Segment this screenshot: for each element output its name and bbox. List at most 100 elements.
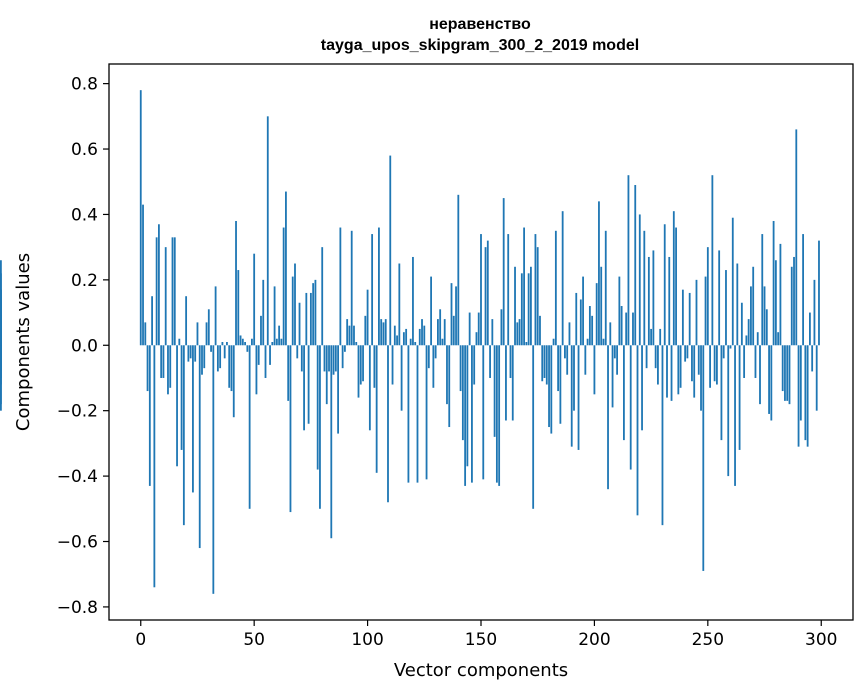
bar-40 (230, 345, 233, 392)
bar-62 (280, 338, 283, 346)
bar-35 (219, 345, 222, 369)
bar-88 (339, 227, 342, 346)
chart-title: неравенство (429, 16, 531, 33)
bar-45 (241, 338, 244, 346)
bar-68 (294, 263, 296, 346)
bar-277 (768, 345, 770, 414)
bar-246 (697, 345, 700, 375)
bar-38 (226, 342, 228, 346)
bar-231 (663, 224, 666, 346)
bar-70 (298, 302, 301, 346)
bar-260 (729, 345, 732, 349)
bar-281 (777, 332, 780, 346)
bar-12 (167, 345, 169, 395)
bar-108 (384, 319, 387, 346)
bar-116 (402, 332, 405, 346)
bar-100 (366, 289, 369, 346)
bar-291 (799, 345, 802, 421)
bar-193 (577, 345, 580, 450)
bar-23 (192, 345, 194, 493)
y-tick-label: 0.2 (71, 271, 98, 291)
bar-54 (262, 279, 265, 346)
x-axis-ticks: 0 50 100 150 200 250 300 (135, 620, 837, 650)
bar-259 (727, 345, 730, 477)
bar-130 (434, 345, 437, 359)
bar-118 (407, 345, 410, 483)
bar-290 (797, 345, 800, 447)
bar-244 (693, 345, 696, 398)
bar-287 (790, 266, 793, 346)
bar-207 (609, 322, 612, 346)
bar-30 (207, 309, 210, 346)
bar-276 (765, 309, 768, 346)
bar-192 (575, 292, 578, 346)
bar-245 (695, 279, 698, 346)
bar-188 (566, 345, 569, 375)
bar-3 (146, 345, 149, 392)
y-axis-label: Components values (13, 253, 34, 431)
bar-224 (647, 256, 650, 346)
bar-84 (330, 345, 333, 539)
bar-212 (620, 306, 623, 346)
bar-110 (389, 155, 392, 346)
bar-175 (536, 247, 539, 346)
bar-103 (373, 345, 376, 388)
bar-234 (670, 345, 673, 401)
bar-104 (375, 345, 378, 473)
bar-289 (795, 129, 798, 346)
bar-128 (430, 276, 432, 346)
bar-214 (625, 312, 628, 346)
chart-subtitle: tayga_upos_skipgram_300_2_2019 model (321, 37, 639, 54)
bar-37 (223, 345, 226, 359)
bar-297 (813, 279, 816, 346)
bar-250 (706, 247, 709, 346)
bar-136 (448, 345, 451, 428)
bar-113 (396, 335, 398, 346)
bar-57 (269, 345, 271, 365)
bar-173 (532, 345, 535, 509)
y-axis-ticks: −0.8 −0.6 −0.4 −0.2 0.0 0.2 0.4 0.6 0.8 (57, 75, 109, 618)
bar-274 (761, 234, 764, 346)
bar-299 (818, 240, 820, 346)
bar-10 (162, 345, 165, 378)
bar-239 (681, 289, 684, 346)
bar-14 (171, 237, 174, 346)
bar-64 (285, 191, 287, 346)
bar-271 (754, 345, 757, 378)
bar-39 (228, 345, 231, 388)
bar-9 (160, 345, 163, 378)
bar-74 (307, 345, 310, 424)
bar-16 (176, 345, 178, 467)
bar-6 (153, 345, 156, 588)
bar-248 (702, 345, 705, 571)
bar-164 (511, 345, 514, 421)
bar-256 (720, 345, 723, 441)
bar-284 (784, 345, 786, 401)
x-tick-label: 0 (135, 630, 146, 650)
bar-142 (461, 345, 464, 441)
x-tick-label: 100 (351, 630, 383, 650)
bar-94 (353, 325, 355, 346)
bar-131 (437, 319, 439, 346)
bar-52 (257, 345, 260, 365)
bar-161 (505, 345, 507, 421)
bar-55 (264, 345, 267, 378)
bar-253 (713, 345, 716, 382)
bar-121 (414, 342, 417, 346)
bar-298 (815, 345, 818, 411)
bar-102 (371, 234, 374, 346)
bar-272 (756, 332, 759, 346)
bar-42 (235, 220, 237, 346)
bar-156 (493, 345, 496, 437)
bar-230 (661, 345, 664, 526)
bar-169 (523, 227, 525, 346)
bar-138 (452, 315, 455, 346)
bar-34 (216, 345, 219, 372)
bar-261 (731, 217, 734, 346)
bar-159 (500, 309, 503, 346)
bar-123 (418, 328, 421, 346)
bar-51 (255, 345, 258, 395)
bar-262 (734, 345, 736, 486)
bar-225 (650, 328, 653, 346)
bar-150 (480, 234, 482, 346)
